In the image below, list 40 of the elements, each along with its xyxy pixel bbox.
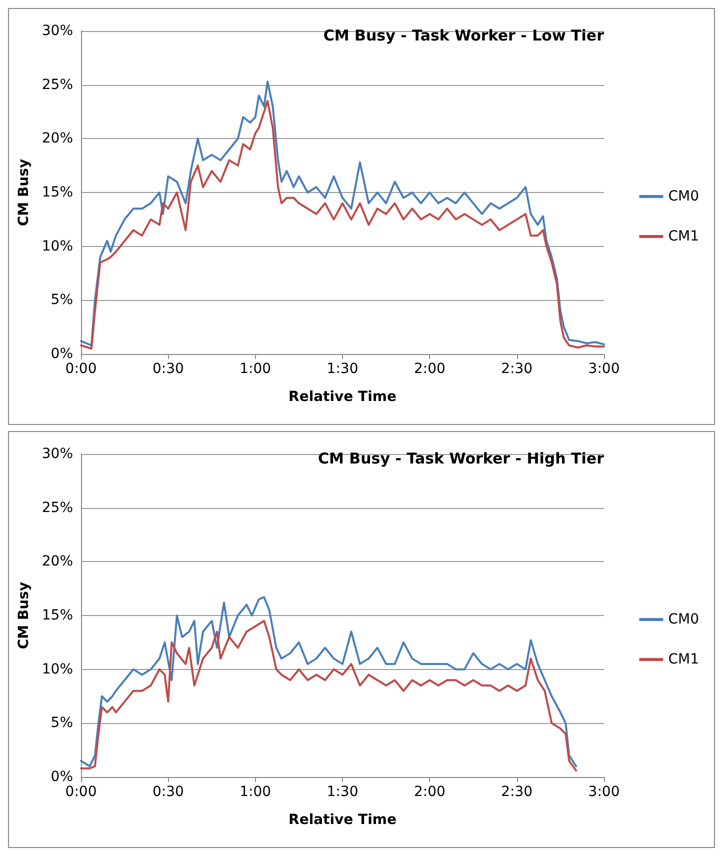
x-axis-title: Relative Time <box>288 812 396 828</box>
y-tick-label: 10% <box>42 661 74 678</box>
y-tick-label: 15% <box>42 608 74 624</box>
y-axis-title: CM Busy <box>16 158 32 226</box>
y-tick-label: 25% <box>42 500 74 516</box>
y-tick-label: 5% <box>50 715 74 732</box>
chart-title: CM Busy - Task Worker - Low Tier <box>323 26 605 44</box>
y-tick-label: 20% <box>42 554 74 570</box>
x-tick-label: 2:00 <box>414 361 446 377</box>
y-tick-label: 10% <box>42 238 74 254</box>
x-tick-label: 3:00 <box>588 361 620 377</box>
y-tick-label: 15% <box>42 184 74 200</box>
y-tick-label: 0% <box>50 769 74 785</box>
line-series <box>80 596 578 768</box>
legend-label: CM0 <box>668 188 700 204</box>
legend-label: CM1 <box>668 228 700 244</box>
x-tick-label: 1:30 <box>326 784 358 800</box>
chart-title: CM Busy - Task Worker - High Tier <box>318 450 605 468</box>
x-tick-label: 2:30 <box>501 784 533 800</box>
x-tick-label: 3:00 <box>588 784 620 800</box>
y-tick-label: 30% <box>42 446 74 462</box>
x-tick-label: 1:00 <box>240 784 272 800</box>
y-tick-label: 25% <box>42 76 74 93</box>
y-tick-label: 20% <box>42 130 74 147</box>
y-tick-label: 30% <box>42 23 74 39</box>
x-tick-label: 0:30 <box>152 361 184 377</box>
x-tick-label: 2:30 <box>501 361 533 377</box>
x-tick-label: 0:30 <box>152 784 184 800</box>
legend-label: CM1 <box>668 652 700 668</box>
y-tick-label: 5% <box>50 292 74 308</box>
x-tick-label: 1:00 <box>240 361 272 377</box>
y-tick-label: 0% <box>50 346 74 362</box>
legend-label: CM0 <box>668 612 700 628</box>
x-axis-title: Relative Time <box>288 389 396 405</box>
line-series <box>80 620 578 772</box>
x-tick-label: 1:30 <box>326 361 358 377</box>
x-tick-label: 0:00 <box>65 784 97 800</box>
x-tick-label: 0:00 <box>65 361 97 377</box>
y-axis-title: CM Busy <box>16 582 32 650</box>
x-tick-label: 2:00 <box>414 784 446 800</box>
